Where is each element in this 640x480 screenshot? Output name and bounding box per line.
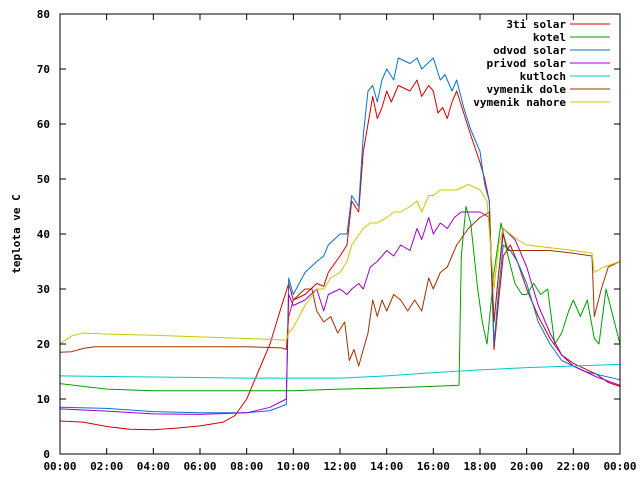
- y-tick-label: 0: [43, 448, 50, 461]
- x-tick-label: 02:00: [90, 460, 123, 473]
- series-line-odvod-solar: [59, 57, 621, 414]
- series-line-privod-solar: [59, 211, 621, 415]
- y-tick-label: 20: [37, 338, 50, 351]
- x-tick-label: 18:00: [463, 460, 496, 473]
- y-tick-label: 60: [37, 118, 50, 131]
- x-tick-label: 20:00: [510, 460, 543, 473]
- y-tick-label: 70: [37, 63, 50, 76]
- x-tick-label: 08:00: [230, 460, 263, 473]
- x-tick-label: 16:00: [417, 460, 450, 473]
- x-tick-label: 06:00: [183, 460, 216, 473]
- legend-label: kutloch: [520, 70, 566, 83]
- legend-label: vymenik nahore: [473, 96, 566, 109]
- legend-label: kotel: [533, 31, 566, 44]
- series-line-vymenik-dole: [59, 211, 621, 367]
- x-tick-label: 10:00: [277, 460, 310, 473]
- y-axis-label: teplota ve C: [10, 194, 23, 273]
- x-tick-label: 00:00: [603, 460, 636, 473]
- legend-label: 3ti solar: [506, 18, 566, 31]
- y-tick-label: 50: [37, 173, 50, 186]
- legend-label: privod solar: [487, 57, 567, 70]
- y-tick-label: 10: [37, 393, 50, 406]
- legend-label: odvod solar: [493, 44, 566, 57]
- series-line-3ti-solar: [59, 79, 621, 431]
- x-tick-label: 04:00: [137, 460, 170, 473]
- series-line-kutloch: [59, 363, 621, 379]
- series-line-vymenik-nahore: [59, 184, 621, 345]
- y-tick-label: 40: [37, 228, 50, 241]
- x-tick-label: 12:00: [323, 460, 356, 473]
- series-line-kotel: [59, 206, 621, 392]
- x-tick-label: 22:00: [557, 460, 590, 473]
- y-tick-label: 30: [37, 283, 50, 296]
- legend-label: vymenik dole: [487, 83, 567, 96]
- series-layer: [59, 57, 621, 431]
- axis-layer: 0 10 20 30 40 50 60 70 80 00:00 02:00 04:00 06:00 08:…: [37, 8, 637, 473]
- x-tick-label: 00:00: [43, 460, 76, 473]
- y-tick-label: 80: [37, 8, 50, 21]
- x-tick-label: 14:00: [370, 460, 403, 473]
